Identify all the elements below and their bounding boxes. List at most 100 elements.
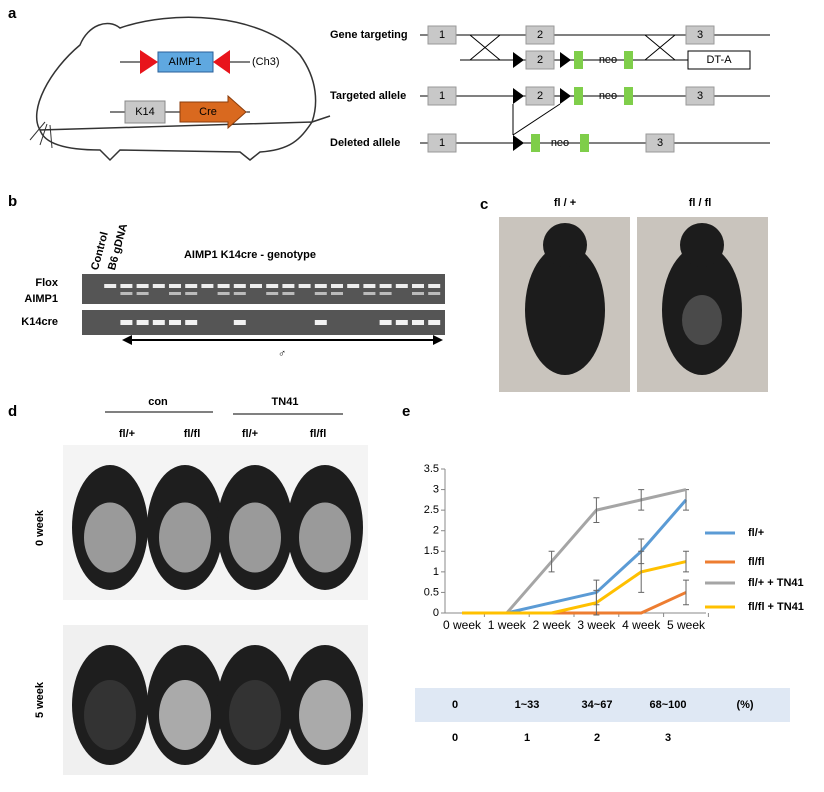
shaved-area: [299, 680, 351, 750]
panel-label: e: [402, 403, 410, 420]
error-bar: [638, 550, 645, 593]
series-line: [462, 498, 688, 615]
cre-label: Cre: [199, 106, 217, 118]
gel-band: [298, 284, 311, 288]
x-tick-label-box: 4 week: [622, 619, 661, 632]
panel-label: b: [8, 193, 17, 210]
error-bar: [548, 550, 555, 573]
row-label: K14cre: [21, 316, 58, 328]
row-label: Gene targeting: [330, 29, 408, 41]
gel-band: [379, 320, 392, 325]
series-line: [462, 591, 687, 615]
exon-label: 3: [657, 137, 663, 149]
neo-label: neo: [551, 137, 569, 149]
gel-band: [136, 292, 149, 295]
gel-band: [185, 292, 198, 295]
arrowhead: [433, 335, 443, 345]
gel-band: [201, 284, 214, 288]
dta-label: DT-A: [706, 54, 732, 66]
shaved-area: [84, 680, 136, 750]
y-tick-label: 3: [433, 483, 439, 495]
row-label: Deleted allele: [330, 137, 400, 149]
table-cell: 3: [665, 732, 671, 744]
promoter-label: K14: [135, 106, 155, 118]
exon-label: 3: [697, 90, 703, 102]
gel-band: [428, 284, 441, 288]
series-line: [462, 488, 687, 615]
gel-top: [82, 274, 445, 304]
gel-band: [233, 284, 246, 288]
error-bar: [593, 497, 600, 523]
gel-band: [104, 284, 117, 288]
gel-band: [314, 320, 327, 325]
gel-band: [395, 284, 408, 288]
gel-band: [331, 284, 343, 288]
gel-band: [412, 284, 424, 288]
panel-label: c: [480, 196, 488, 213]
shaved-area: [159, 680, 211, 750]
error-bar: [638, 489, 645, 511]
exon-label: 3: [697, 29, 703, 41]
x-tick-label-box: 2 week: [533, 619, 571, 632]
sex-symbol: ♂: [278, 348, 286, 360]
gel-band: [347, 284, 360, 288]
column-label: fl / fl: [689, 197, 712, 209]
gel-band: [233, 292, 246, 295]
series-line: [462, 560, 687, 615]
mouse-photo: [525, 245, 605, 375]
gel-band: [169, 284, 181, 288]
gel-band: [379, 292, 392, 295]
gel-band: [363, 292, 376, 295]
gel-band: [185, 284, 198, 288]
panel-label: d: [8, 403, 17, 420]
gel-band: [363, 284, 376, 288]
shaved-area: [299, 502, 351, 573]
row-label: Flox: [35, 277, 58, 289]
gel-band: [395, 320, 408, 325]
table-cell: 1~33: [515, 699, 540, 711]
promoter-box: [124, 100, 166, 124]
x-tick-label: 3 week: [577, 619, 616, 632]
x-tick-label-box: 0 week: [442, 619, 482, 632]
exon-label: 1: [439, 90, 445, 102]
gel-band: [217, 292, 230, 295]
panel-label: a: [8, 5, 17, 22]
gel-band: [428, 320, 441, 325]
error-bar: [683, 550, 689, 573]
exon-label: 2: [537, 29, 543, 41]
gel-band: [282, 292, 295, 295]
x-tick-label: 0 week: [442, 619, 482, 632]
legend-label: fl/fl: [748, 556, 765, 568]
loxp: [140, 50, 158, 74]
gel-band: [282, 284, 295, 288]
y-tick-label: 0: [433, 607, 439, 619]
gel-band: [152, 284, 165, 288]
x-tick-label-box: 5 week: [667, 619, 705, 632]
loxp: [213, 50, 230, 74]
x-tick-label-box: 3 week: [577, 619, 616, 632]
table-cell: 68~100: [649, 699, 686, 711]
error-bar: [683, 579, 689, 606]
table-cell: 1: [524, 732, 530, 744]
chromosome-label: (Ch3): [252, 56, 280, 68]
genotype-label: fl/fl: [310, 428, 327, 440]
gel-band: [136, 320, 149, 325]
x-tick-label: 4 week: [622, 619, 661, 632]
gel-band: [250, 284, 262, 288]
genotype-label: fl/+: [242, 428, 258, 440]
group-label: con: [148, 396, 168, 408]
neo-label: neo: [599, 54, 617, 66]
exon-label: 2: [537, 54, 543, 66]
gel-band: [412, 320, 424, 325]
gel-band: [266, 284, 279, 288]
gel-band: [136, 284, 149, 288]
gel-band: [120, 284, 133, 288]
table-cell: 34~67: [582, 699, 613, 711]
gel-band: [120, 292, 133, 295]
y-tick-label: 2: [433, 525, 439, 537]
row-label: AIMP1: [24, 293, 58, 305]
mouse-outline: [35, 16, 331, 162]
gel-band: [266, 292, 279, 295]
gel-band: [169, 320, 181, 325]
